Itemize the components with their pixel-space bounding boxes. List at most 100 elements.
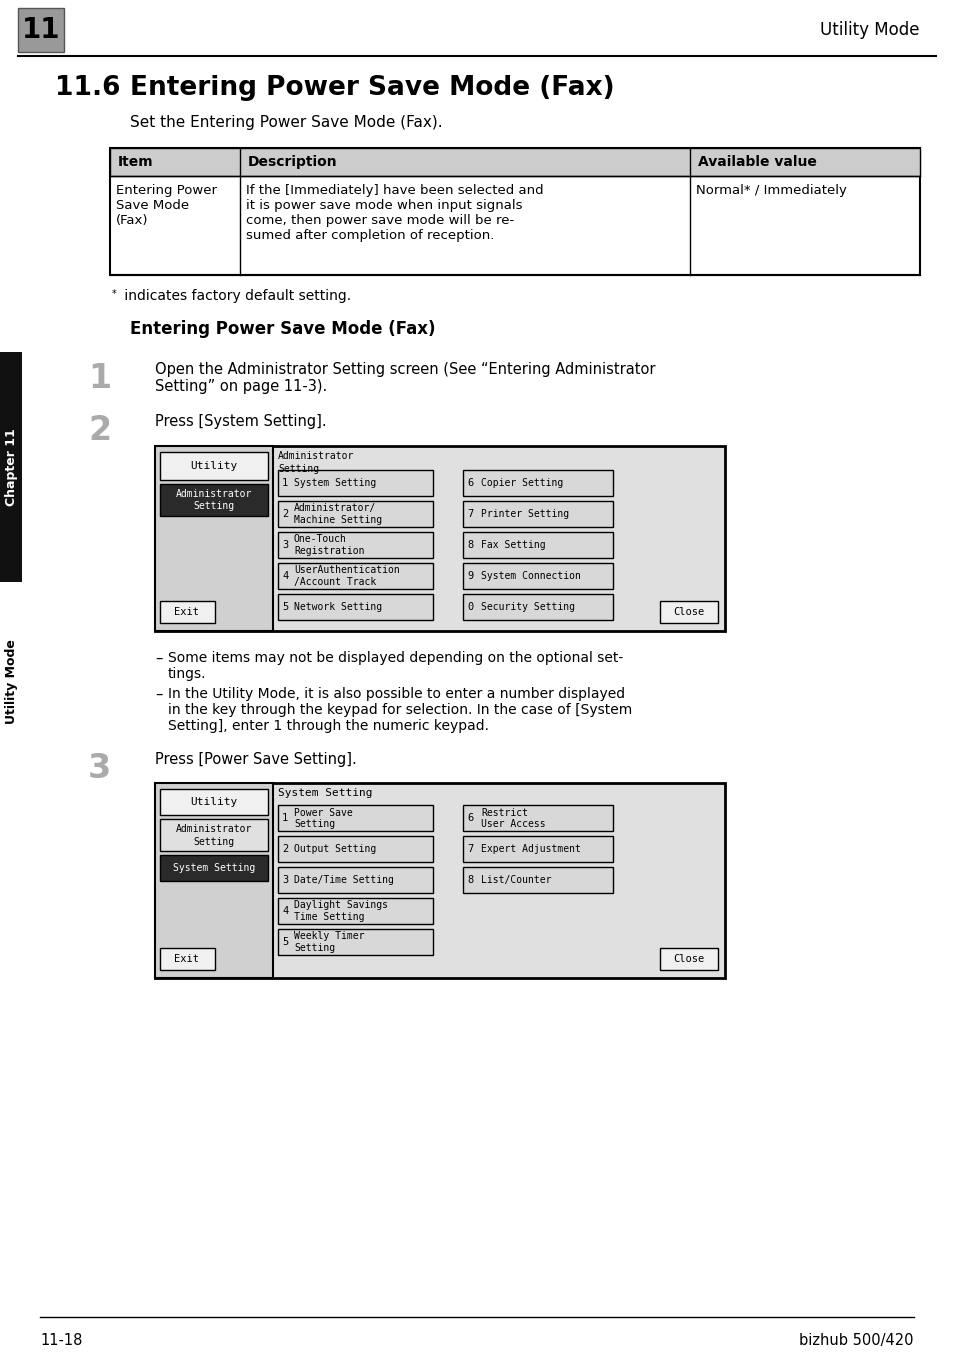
Text: Item: Item xyxy=(118,154,153,169)
Bar xyxy=(160,819,268,852)
Bar xyxy=(277,594,433,619)
Bar xyxy=(154,446,724,631)
Text: Entering Power: Entering Power xyxy=(116,184,216,196)
Text: 11-18: 11-18 xyxy=(40,1333,82,1348)
Text: 6: 6 xyxy=(467,814,473,823)
Text: indicates factory default setting.: indicates factory default setting. xyxy=(120,289,351,303)
Text: 1: 1 xyxy=(282,814,288,823)
Text: Exit: Exit xyxy=(174,955,199,964)
Text: Utility: Utility xyxy=(191,461,237,470)
Text: 3: 3 xyxy=(88,752,112,784)
Text: Administrator
Setting: Administrator Setting xyxy=(277,452,354,473)
Text: Close: Close xyxy=(673,607,704,617)
Bar xyxy=(160,790,268,815)
Bar xyxy=(18,8,64,51)
Text: Daylight Savings
Time Setting: Daylight Savings Time Setting xyxy=(294,900,388,922)
Bar xyxy=(462,837,613,863)
Bar xyxy=(110,147,919,276)
Text: Copier Setting: Copier Setting xyxy=(480,479,562,488)
Text: Power Save
Setting: Power Save Setting xyxy=(294,807,353,829)
Text: Entering Power Save Mode (Fax): Entering Power Save Mode (Fax) xyxy=(130,320,435,338)
Text: in the key through the keypad for selection. In the case of [System: in the key through the keypad for select… xyxy=(168,703,632,717)
Text: 11.6: 11.6 xyxy=(55,74,120,101)
Text: Open the Administrator Setting screen (See “Entering Administrator: Open the Administrator Setting screen (S… xyxy=(154,362,655,377)
Text: bizhub 500/420: bizhub 500/420 xyxy=(799,1333,913,1348)
Text: 8: 8 xyxy=(467,539,473,550)
Text: If the [Immediately] have been selected and: If the [Immediately] have been selected … xyxy=(246,184,543,196)
Text: 5: 5 xyxy=(282,602,288,612)
Text: Network Setting: Network Setting xyxy=(294,602,382,612)
Bar xyxy=(154,783,724,977)
Text: Setting], enter 1 through the numeric keypad.: Setting], enter 1 through the numeric ke… xyxy=(168,718,489,733)
Bar xyxy=(160,600,214,623)
Text: In the Utility Mode, it is also possible to enter a number displayed: In the Utility Mode, it is also possible… xyxy=(168,687,624,700)
Bar xyxy=(659,600,718,623)
Bar xyxy=(160,948,214,971)
Bar xyxy=(277,531,433,558)
Text: One-Touch
Registration: One-Touch Registration xyxy=(294,534,364,556)
Text: Chapter 11: Chapter 11 xyxy=(5,429,17,506)
Text: Setting” on page 11-3).: Setting” on page 11-3). xyxy=(154,380,327,395)
Text: Close: Close xyxy=(673,955,704,964)
Text: 5: 5 xyxy=(282,937,288,948)
Text: Administrator/
Machine Setting: Administrator/ Machine Setting xyxy=(294,503,382,525)
Text: Available value: Available value xyxy=(698,154,816,169)
Text: Normal* / Immediately: Normal* / Immediately xyxy=(696,184,846,196)
Text: 0: 0 xyxy=(467,602,473,612)
Bar xyxy=(462,470,613,496)
Bar xyxy=(277,470,433,496)
Bar xyxy=(154,446,273,631)
Text: tings.: tings. xyxy=(168,667,206,680)
Bar xyxy=(277,867,433,894)
Bar xyxy=(277,837,433,863)
Text: –: – xyxy=(154,650,162,665)
Text: Press [System Setting].: Press [System Setting]. xyxy=(154,414,326,429)
Text: Description: Description xyxy=(248,154,337,169)
Bar xyxy=(277,502,433,527)
Text: 9: 9 xyxy=(467,571,473,581)
Bar xyxy=(277,898,433,925)
Text: Fax Setting: Fax Setting xyxy=(480,539,545,550)
Text: Output Setting: Output Setting xyxy=(294,844,375,854)
Text: Security Setting: Security Setting xyxy=(480,602,575,612)
Bar xyxy=(659,948,718,971)
Text: Some items may not be displayed depending on the optional set-: Some items may not be displayed dependin… xyxy=(168,650,622,665)
Text: 8: 8 xyxy=(467,875,473,886)
Bar xyxy=(462,531,613,558)
Text: 7: 7 xyxy=(467,508,473,519)
Text: UserAuthentication
/Account Track: UserAuthentication /Account Track xyxy=(294,565,399,587)
Text: Set the Entering Power Save Mode (Fax).: Set the Entering Power Save Mode (Fax). xyxy=(130,115,442,130)
Text: 3: 3 xyxy=(282,539,288,550)
Text: 2: 2 xyxy=(282,508,288,519)
Text: *: * xyxy=(112,289,116,299)
Text: System Connection: System Connection xyxy=(480,571,580,581)
Bar xyxy=(110,147,919,176)
Text: Administrator
Setting: Administrator Setting xyxy=(175,489,252,511)
Text: Printer Setting: Printer Setting xyxy=(480,508,569,519)
Text: come, then power save mode will be re-: come, then power save mode will be re- xyxy=(246,214,514,227)
Text: 1: 1 xyxy=(282,479,288,488)
Bar xyxy=(462,806,613,831)
Bar xyxy=(277,806,433,831)
Text: (Fax): (Fax) xyxy=(116,214,149,227)
Text: 2: 2 xyxy=(88,414,111,448)
Bar xyxy=(277,929,433,955)
Text: 2: 2 xyxy=(282,844,288,854)
Bar xyxy=(160,452,268,480)
Bar xyxy=(462,867,613,894)
Text: it is power save mode when input signals: it is power save mode when input signals xyxy=(246,199,522,212)
Text: 4: 4 xyxy=(282,906,288,917)
Text: Utility: Utility xyxy=(191,798,237,807)
Text: System Setting: System Setting xyxy=(277,788,372,799)
Text: System Setting: System Setting xyxy=(172,864,254,873)
Text: 7: 7 xyxy=(467,844,473,854)
Text: Press [Power Save Setting].: Press [Power Save Setting]. xyxy=(154,752,356,767)
Text: Expert Adjustment: Expert Adjustment xyxy=(480,844,580,854)
Text: 3: 3 xyxy=(282,875,288,886)
Text: Entering Power Save Mode (Fax): Entering Power Save Mode (Fax) xyxy=(130,74,614,101)
Bar xyxy=(0,353,22,581)
Text: System Setting: System Setting xyxy=(294,479,375,488)
Text: Restrict
User Access: Restrict User Access xyxy=(480,807,545,829)
Text: sumed after completion of reception.: sumed after completion of reception. xyxy=(246,228,494,242)
Text: 4: 4 xyxy=(282,571,288,581)
